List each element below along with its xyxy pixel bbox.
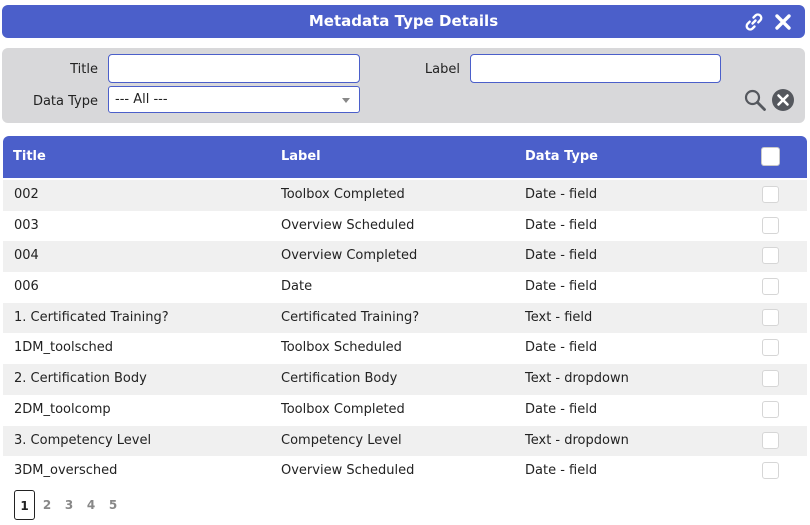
cell-data-type: Date - field xyxy=(525,463,598,479)
page-5-button[interactable]: 5 xyxy=(108,498,118,512)
cell-data-type: Date - field xyxy=(525,217,598,233)
cell-title: 006 xyxy=(14,279,39,295)
page-4-button[interactable]: 4 xyxy=(86,498,96,512)
row-checkbox[interactable] xyxy=(762,370,779,388)
search-icon[interactable] xyxy=(743,88,767,112)
row-checkbox[interactable] xyxy=(762,400,779,418)
table-row[interactable]: 004 Overview Completed Date - field xyxy=(3,241,807,273)
cell-title: 3DM_oversched xyxy=(14,463,118,479)
cell-label: Toolbox Completed xyxy=(281,187,405,202)
row-checkbox[interactable] xyxy=(762,216,779,234)
label-filter-label: Label xyxy=(424,62,460,77)
table-row[interactable]: 003 Overview Scheduled Date - field xyxy=(3,211,807,242)
cell-title: 1DM_toolsched xyxy=(14,340,114,356)
cell-data-type: Date - field xyxy=(525,187,598,202)
table-row[interactable]: 1. Certificated Training? Certificated T… xyxy=(3,302,807,334)
cell-data-type: Text - dropdown xyxy=(525,432,629,448)
row-checkbox[interactable] xyxy=(762,462,779,480)
cell-data-type: Text - field xyxy=(525,309,593,325)
cell-label: Toolbox Completed xyxy=(281,401,405,417)
table-row[interactable]: 2. Certification Body Certification Body… xyxy=(3,364,807,395)
cell-title: 2DM_toolcomp xyxy=(14,401,111,417)
cell-title: 3. Competency Level xyxy=(14,432,152,448)
cell-label: Overview Completed xyxy=(281,248,418,264)
title-filter-input[interactable] xyxy=(108,54,360,83)
row-checkbox[interactable] xyxy=(762,186,779,203)
table-row[interactable]: 2DM_toolcomp Toolbox Completed Date - fi… xyxy=(3,395,807,426)
cell-label: Overview Scheduled xyxy=(281,217,415,233)
page-1-button[interactable]: 1 xyxy=(14,490,35,520)
row-checkbox[interactable] xyxy=(762,339,779,357)
title-filter-label: Title xyxy=(70,62,98,77)
link-icon[interactable] xyxy=(743,11,765,33)
cell-data-type: Date - field xyxy=(525,340,598,356)
table-body: 002 Toolbox Completed Date - field 003 O… xyxy=(3,180,807,487)
window-title: Metadata Type Details xyxy=(308,12,499,30)
column-header-title[interactable]: Title xyxy=(13,149,46,164)
label-filter-input[interactable] xyxy=(470,54,721,83)
row-checkbox[interactable] xyxy=(762,278,779,296)
data-type-filter-label: Data Type xyxy=(32,94,98,109)
table-header: Title Label Data Type xyxy=(3,136,807,178)
cell-data-type: Date - field xyxy=(525,248,598,264)
cell-data-type: Date - field xyxy=(525,401,598,417)
cell-title: 002 xyxy=(14,187,39,202)
data-type-select[interactable]: --- All --- xyxy=(108,86,360,113)
cell-title: 1. Certificated Training? xyxy=(14,309,169,325)
row-checkbox[interactable] xyxy=(762,247,779,265)
cell-label: Toolbox Scheduled xyxy=(281,340,402,356)
cell-label: Certification Body xyxy=(281,371,398,387)
table-row[interactable]: 006 Date Date - field xyxy=(3,272,807,303)
cell-title: 2. Certification Body xyxy=(14,371,147,387)
row-checkbox[interactable] xyxy=(762,431,779,449)
select-all-checkbox[interactable] xyxy=(761,147,780,166)
data-type-selected-value: --- All --- xyxy=(115,92,168,107)
cell-data-type: Date - field xyxy=(525,279,598,295)
cell-label: Date xyxy=(281,279,313,295)
clear-icon[interactable] xyxy=(771,88,795,112)
window-titlebar: Metadata Type Details xyxy=(2,5,805,38)
cell-label: Competency Level xyxy=(281,432,402,448)
chevron-down-icon xyxy=(342,98,350,103)
table-row[interactable]: 3. Competency Level Competency Level Tex… xyxy=(3,425,807,457)
cell-label: Certificated Training? xyxy=(281,309,420,325)
column-header-data-type[interactable]: Data Type xyxy=(525,149,598,164)
filter-panel: Title Label Data Type --- All --- xyxy=(2,48,805,123)
row-checkbox[interactable] xyxy=(762,308,779,326)
cell-data-type: Text - dropdown xyxy=(525,371,629,387)
page-3-button[interactable]: 3 xyxy=(64,498,74,512)
table-row[interactable]: 3DM_oversched Overview Scheduled Date - … xyxy=(3,456,807,487)
column-header-label[interactable]: Label xyxy=(281,149,321,164)
cell-title: 003 xyxy=(14,217,39,233)
table-row[interactable]: 002 Toolbox Completed Date - field xyxy=(3,180,807,211)
close-icon[interactable] xyxy=(772,11,794,33)
table-row[interactable]: 1DM_toolsched Toolbox Scheduled Date - f… xyxy=(3,333,807,364)
cell-label: Overview Scheduled xyxy=(281,463,415,479)
page-2-button[interactable]: 2 xyxy=(42,498,52,512)
cell-title: 004 xyxy=(14,248,39,264)
